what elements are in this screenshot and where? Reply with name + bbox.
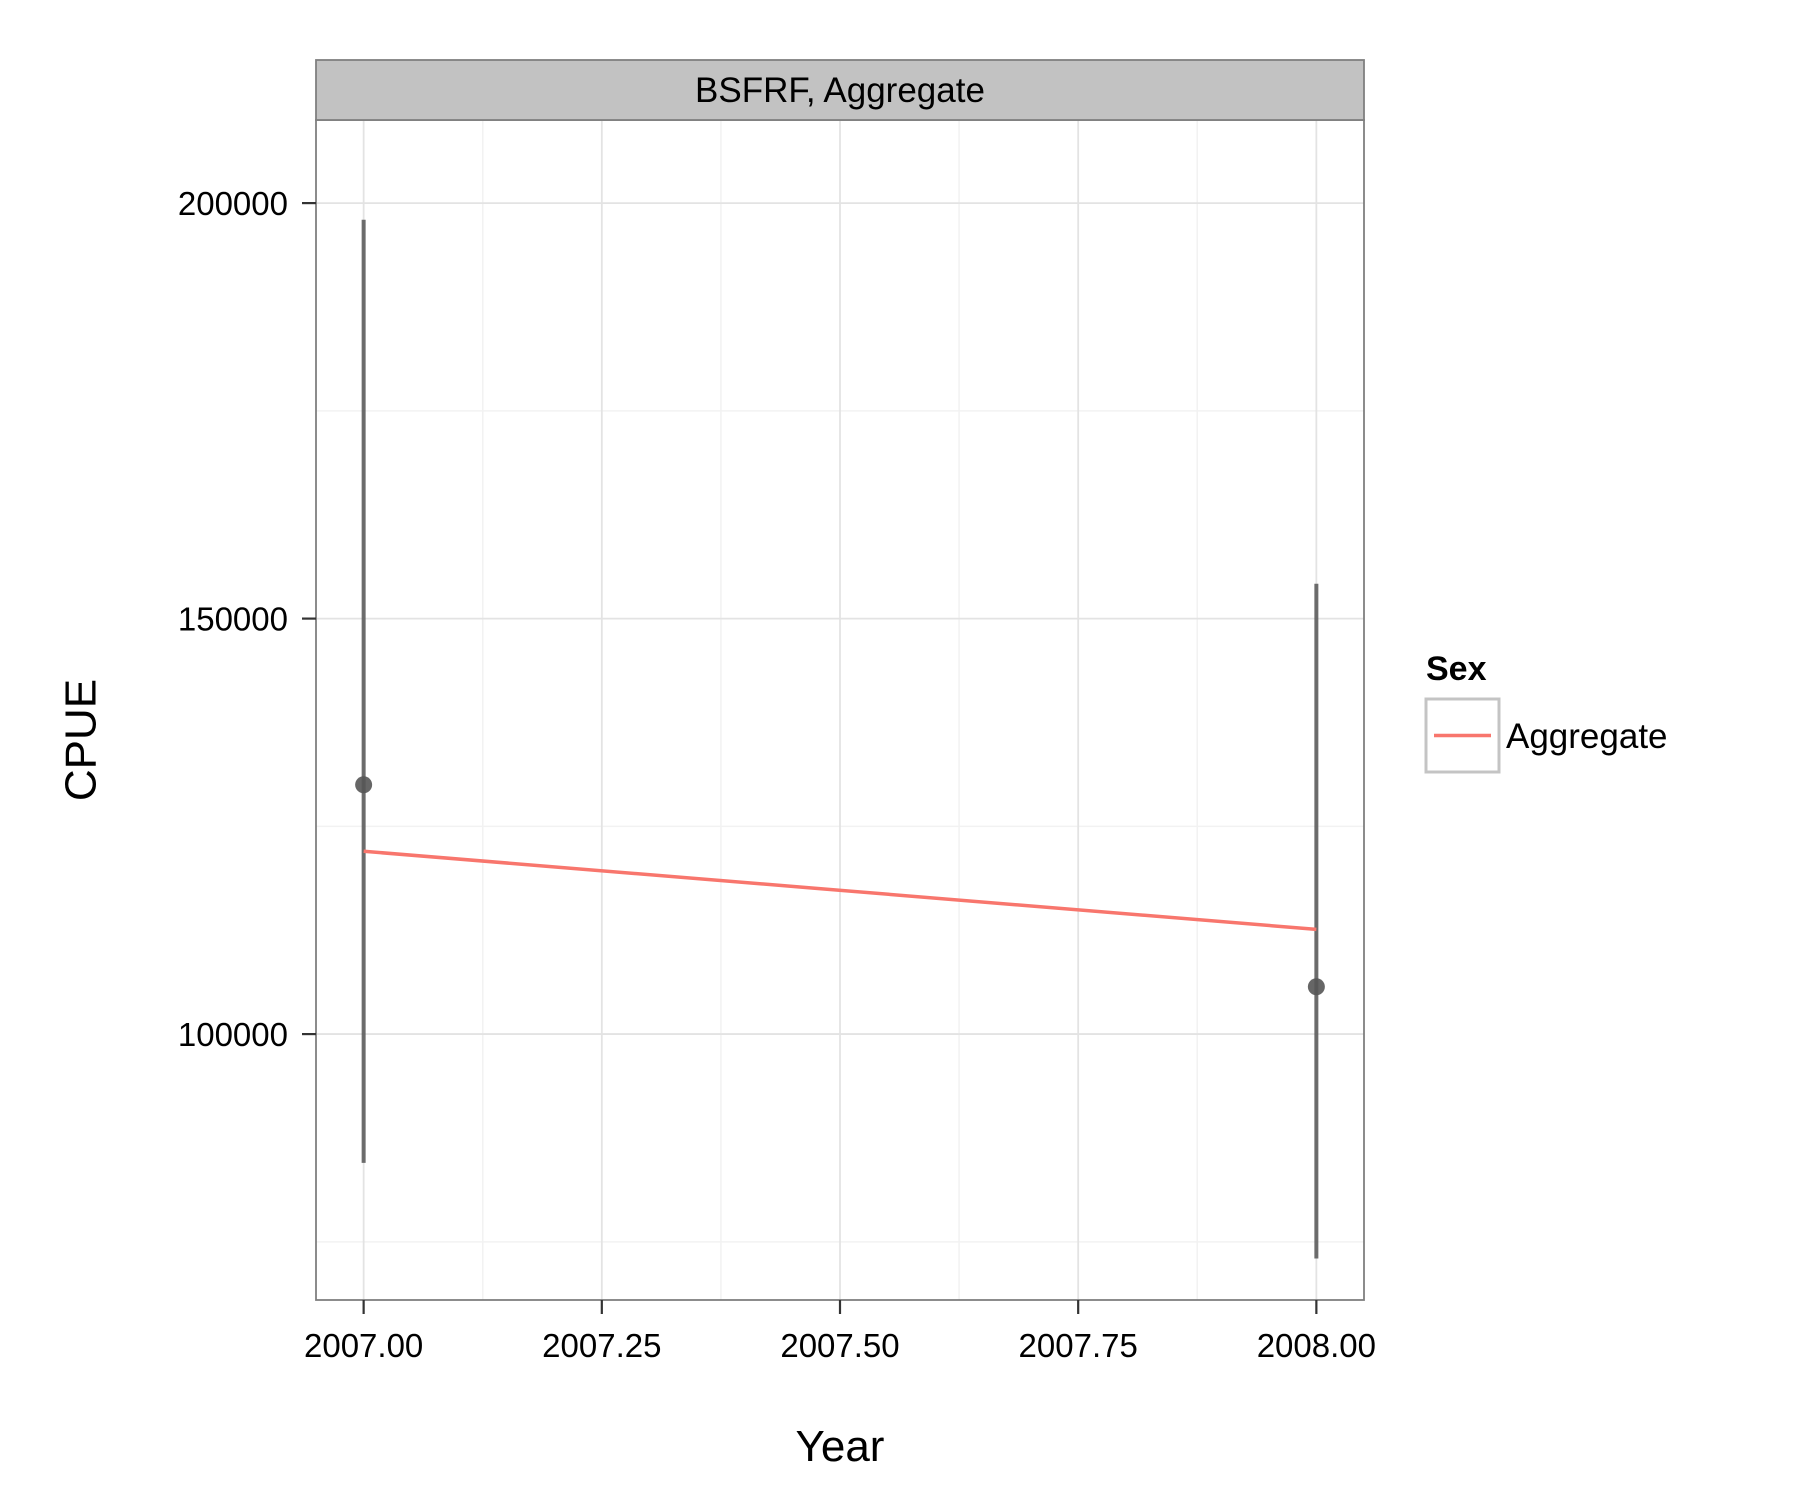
facet-strip-background — [315, 59, 1365, 121]
x-tick-label-2: 2007.50 — [780, 1327, 899, 1364]
legend: Sex Aggregate — [1424, 650, 1668, 774]
x-tick-label-4: 2008.00 — [1257, 1327, 1376, 1364]
observed-point-0 — [355, 776, 373, 794]
axes: 2007.00 2007.25 2007.50 2007.75 2008.00 10000… — [178, 185, 1376, 1364]
x-axis-title: Year — [796, 1422, 885, 1471]
data-layer — [355, 219, 1325, 1259]
y-tick-label-2: 200000 — [178, 185, 288, 222]
y-axis-title: CPUE — [56, 679, 105, 801]
x-tick-label-1: 2007.25 — [542, 1327, 661, 1364]
series-line-aggregate — [363, 849, 1317, 932]
x-tick-label-0: 2007.00 — [304, 1327, 423, 1364]
observed-point-1 — [1307, 978, 1325, 996]
legend-label-aggregate: Aggregate — [1506, 717, 1668, 756]
facet-strip: BSFRF, Aggregate — [315, 59, 1365, 121]
x-tick-label-3: 2007.75 — [1019, 1327, 1138, 1364]
legend-title: Sex — [1426, 650, 1487, 688]
y-tick-label-1: 150000 — [178, 601, 288, 638]
y-tick-label-0: 100000 — [178, 1016, 288, 1053]
facet-strip-label: BSFRF, Aggregate — [695, 71, 985, 110]
